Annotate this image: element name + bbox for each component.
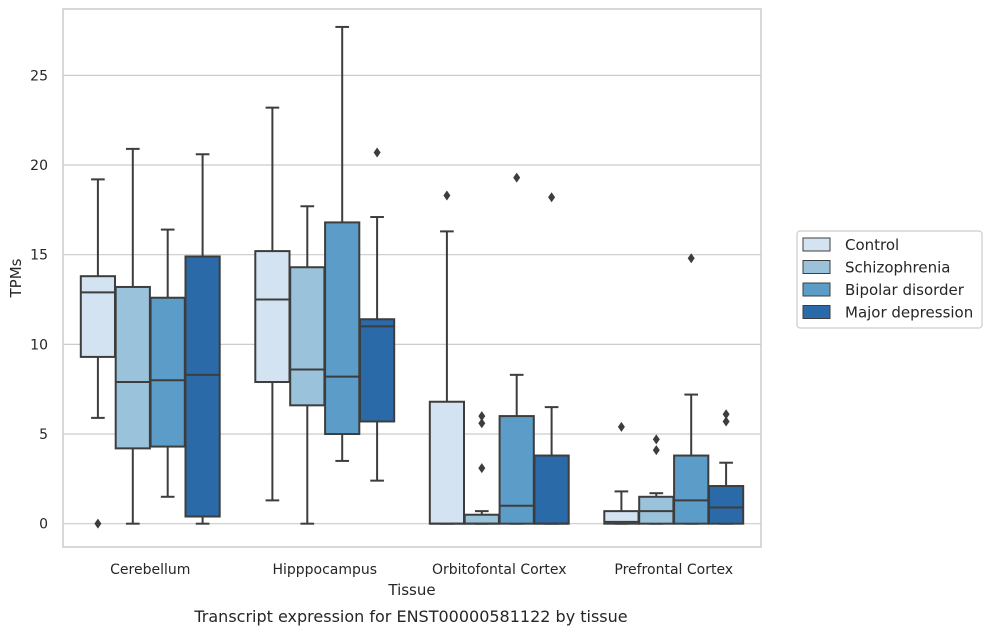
box-plots	[79, 25, 745, 529]
box-schizophrenia	[638, 434, 675, 525]
box-schizophrenia	[463, 411, 500, 525]
y-tick-label: 20	[30, 158, 48, 174]
legend-swatch	[802, 260, 831, 274]
box-body	[79, 275, 117, 358]
box-control	[428, 190, 466, 525]
box-body	[707, 485, 745, 525]
legend-item: Control	[802, 236, 899, 254]
box-major-depression	[707, 409, 745, 525]
outlier-point	[617, 421, 625, 432]
outlier-point	[722, 409, 730, 420]
outlier-point	[722, 416, 730, 427]
legend-item: Schizophrenia	[802, 259, 950, 277]
box-body	[463, 513, 500, 525]
y-tick-label: 25	[30, 68, 48, 84]
box-control	[603, 421, 640, 525]
y-tick-labels: 0 5 10 15 20 25	[30, 68, 48, 532]
box-bipolar-disorder	[324, 25, 361, 462]
legend-item: Bipolar disorder	[802, 281, 965, 299]
x-tick-label: Orbitofontal Cortex	[432, 562, 567, 578]
box-body	[498, 415, 535, 525]
legend-swatch	[802, 305, 831, 319]
outlier-point	[443, 190, 451, 201]
outlier-point	[652, 434, 660, 445]
y-tick-label: 15	[30, 248, 48, 264]
box-body	[358, 318, 396, 423]
x-tick-label: Hipppocampus	[272, 562, 377, 578]
x-tick-label: Prefrontal Cortex	[614, 562, 733, 578]
outlier-point	[478, 418, 486, 429]
box-control	[79, 178, 117, 529]
outlier-point	[687, 253, 695, 264]
y-tick-label: 10	[30, 337, 48, 353]
box-body	[673, 454, 710, 525]
box-body	[324, 221, 361, 436]
box-schizophrenia	[289, 205, 326, 525]
legend-label: Major depression	[845, 304, 973, 322]
box-body	[149, 296, 186, 448]
box-major-depression	[358, 147, 396, 482]
legend: Control Schizophrenia Bipolar disorder Majo…	[796, 230, 983, 329]
x-tick-labels: Cerebellum Hipppocampus Orbitofontal Corte…	[110, 562, 733, 578]
box-bipolar-disorder	[498, 172, 535, 525]
box-body	[289, 266, 326, 407]
legend-swatch	[802, 282, 831, 297]
box-major-depression	[533, 192, 570, 525]
outlier-point	[373, 147, 381, 158]
legend-swatch	[802, 237, 831, 252]
outlier-point	[513, 172, 521, 183]
box-bipolar-disorder	[673, 253, 710, 525]
chart-caption: Transcript expression for ENST0000058112…	[193, 607, 627, 626]
plot-frame	[62, 8, 762, 548]
box-major-depression	[184, 153, 221, 525]
legend-label: Bipolar disorder	[845, 281, 965, 299]
outlier-point	[478, 411, 486, 422]
box-body	[184, 255, 221, 518]
y-tick-label: 5	[39, 427, 48, 443]
box-body	[254, 250, 291, 384]
x-axis-label: Tissue	[387, 581, 435, 599]
y-tick-label: 0	[39, 517, 48, 533]
box-body	[114, 285, 151, 450]
outlier-point	[478, 463, 486, 474]
legend-label: Control	[845, 236, 899, 254]
box-bipolar-disorder	[149, 228, 186, 498]
box-body	[428, 400, 466, 525]
outlier-point	[94, 518, 102, 529]
legend-frame	[796, 230, 983, 329]
outlier-point	[652, 445, 660, 456]
box-body	[533, 454, 570, 525]
box-schizophrenia	[114, 147, 151, 525]
legend-item: Major depression	[802, 304, 973, 322]
legend-label: Schizophrenia	[845, 259, 950, 277]
x-tick-label: Cerebellum	[110, 562, 190, 578]
box-control	[254, 106, 291, 502]
y-axis-label: TPMs	[7, 258, 25, 298]
outlier-point	[548, 192, 556, 203]
